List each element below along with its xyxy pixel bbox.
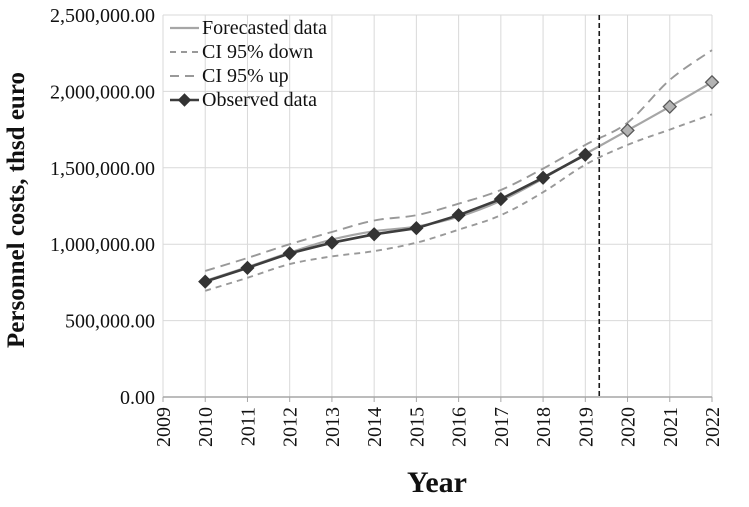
observed-data-point — [198, 274, 213, 289]
x-tick-label: 2015 — [406, 407, 428, 447]
series-line-ci-95-up — [204, 49, 713, 272]
x-tick-label: 2020 — [618, 407, 640, 447]
forecast-data-point — [662, 99, 678, 114]
y-tick-label: 1,000,000.00 — [50, 234, 155, 256]
ci-up-dash-icon — [170, 75, 199, 77]
observed-data-point — [282, 246, 297, 261]
legend-item-ci-up: CI 95% up — [169, 64, 327, 88]
observed-data-point — [578, 147, 593, 162]
x-tick-label: 2014 — [364, 407, 386, 447]
y-axis-title: Personnel costs, thsd euro — [3, 72, 30, 348]
x-tick-label: 2018 — [533, 407, 555, 447]
observed-data-point — [409, 221, 424, 236]
x-tick-label: 2013 — [322, 407, 344, 447]
x-tick-label: 2009 — [153, 407, 175, 447]
x-tick-label: 2016 — [449, 407, 471, 447]
y-tick-label: 2,500,000.00 — [50, 5, 155, 27]
forecast-data-point — [704, 74, 720, 90]
legend-item-forecasted-data: Forecasted data — [169, 16, 327, 40]
x-tick-label: 2017 — [491, 407, 513, 447]
x-tick-label: 2010 — [195, 407, 217, 447]
legend-item-ci-down: CI 95% down — [169, 40, 327, 64]
series-line-observed-data — [204, 153, 586, 283]
x-axis-title: Year — [407, 466, 467, 499]
forecast-data-point — [620, 123, 635, 138]
observed-line-diamond-icon — [170, 93, 199, 107]
observed-data-point — [493, 192, 508, 207]
observed-data-point — [451, 208, 466, 223]
y-tick-label: 1,500,000.00 — [50, 158, 155, 180]
observed-data-point — [535, 170, 551, 185]
legend-label-forecasted-data: Forecasted data — [202, 17, 327, 39]
legend-label-observed-data: Observed data — [202, 89, 317, 111]
y-tick-label: 2,000,000.00 — [50, 81, 155, 103]
observed-data-point — [240, 260, 255, 275]
y-tick-label: 0.00 — [120, 387, 155, 409]
ci-down-dash-icon — [170, 51, 199, 53]
legend-item-observed-data: Observed data — [169, 88, 327, 112]
y-tick-label: 500,000.00 — [65, 311, 155, 333]
x-tick-label: 2011 — [237, 407, 259, 446]
series-line-ci-95-down — [204, 113, 713, 292]
legend-label-ci-down: CI 95% down — [202, 41, 314, 63]
legend-label-ci-up: CI 95% up — [202, 65, 289, 87]
observed-data-point — [324, 235, 340, 250]
x-tick-label: 2012 — [280, 407, 302, 447]
x-tick-label: 2019 — [575, 407, 597, 447]
x-tick-label: 2022 — [702, 407, 724, 447]
chart-legend: Forecasted data CI 95% down CI 95% up Ob… — [169, 16, 327, 112]
observed-data-point — [367, 227, 382, 242]
forecast-line-icon — [170, 26, 199, 30]
x-tick-label: 2021 — [660, 407, 682, 447]
